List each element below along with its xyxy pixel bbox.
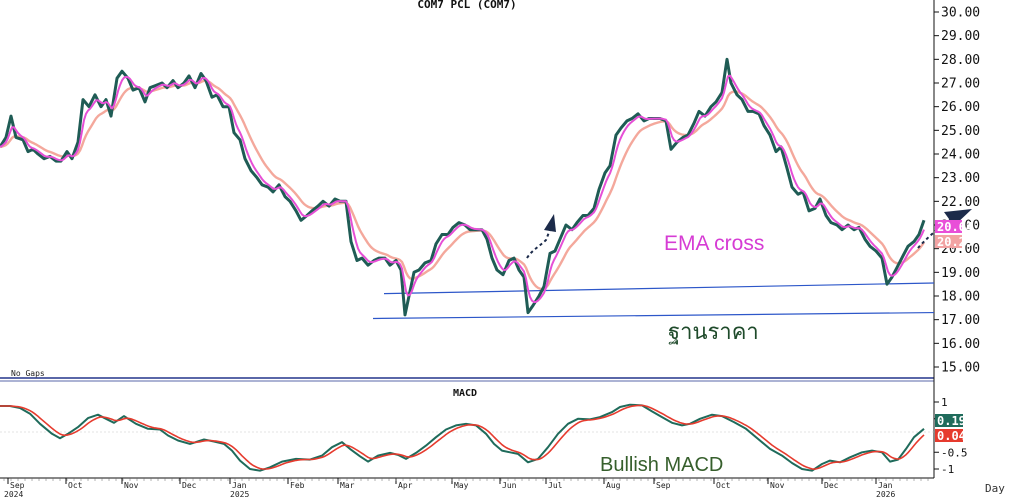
macd-tick-label: -1: [941, 463, 954, 476]
month-label: Jul: [548, 481, 563, 490]
month-label: Dec: [824, 481, 839, 490]
month-label: Mar: [340, 481, 355, 490]
price-tick-label: 24.00: [941, 148, 980, 163]
month-label: Sep: [656, 481, 671, 490]
month-label: Jun: [502, 481, 517, 490]
last-close-value: 20.64: [937, 220, 973, 234]
month-label: Aug: [606, 481, 621, 490]
year-label: 2024: [4, 490, 23, 499]
macd-tick-label: -0.5: [941, 446, 968, 459]
price-tick-label: 27.00: [941, 77, 980, 92]
price-y-axis: 30.00 29.00 28.00 27.00 26.00 25.00 24.00 23.00…: [934, 6, 980, 376]
ema-slow-line: [0, 79, 925, 291]
chart-title: COM7 PCL (COM7): [417, 0, 516, 11]
month-label: Nov: [770, 481, 785, 490]
ema-fast-line: [0, 74, 925, 304]
year-label: 2025: [230, 490, 249, 499]
macd-line: [0, 403, 925, 472]
macd-value: 0.196: [937, 414, 973, 428]
price-line: [0, 57, 926, 317]
bounce-arrow-1: [526, 214, 556, 259]
macd-tick-label: 1: [941, 396, 948, 409]
last-ema-badge: 20.25: [935, 235, 973, 249]
support-lines: [372, 282, 935, 320]
price-tick-label: 18.00: [941, 290, 980, 305]
month-label: May: [454, 481, 469, 490]
month-label: Sep: [10, 481, 25, 490]
price-base-label: ฐานราคา: [668, 319, 759, 345]
signal-value-badge: 0.044: [935, 429, 973, 443]
month-label: Oct: [716, 481, 731, 490]
month-label: Jan: [878, 481, 893, 490]
price-tick-label: 30.00: [941, 6, 980, 21]
price-tick-label: 22.00: [941, 195, 980, 210]
interval-label: Day: [985, 482, 1005, 495]
last-ema-value: 20.25: [937, 235, 973, 249]
month-label: Oct: [68, 481, 83, 490]
no-gaps-label: No Gaps: [11, 369, 45, 378]
price-tick-label: 29.00: [941, 29, 980, 44]
time-axis: Sep Oct Nov Dec Jan Feb Mar Apr May Jun Jul Aug Sep O…: [3, 478, 929, 499]
last-close-badge: 20.64: [935, 220, 973, 234]
price-tick-label: 26.00: [941, 100, 980, 115]
ema-cross-label: EMA cross: [664, 232, 764, 255]
price-tick-label: 17.00: [941, 313, 980, 328]
bullish-macd-label: Bullish MACD: [600, 454, 723, 476]
signal-value: 0.044: [937, 429, 973, 443]
price-tick-label: 28.00: [941, 53, 980, 68]
support-line-2: [372, 311, 935, 320]
price-tick-label: 23.00: [941, 171, 980, 186]
macd-title: MACD: [453, 388, 477, 399]
month-label: Dec: [182, 481, 197, 490]
month-label: Feb: [290, 481, 305, 490]
year-label: 2026: [876, 490, 895, 499]
price-tick-label: 25.00: [941, 124, 980, 139]
price-tick-label: 19.00: [941, 266, 980, 281]
macd-value-badge: 0.196: [935, 414, 973, 428]
price-panel-frame: [0, 0, 935, 479]
month-label: Jan: [232, 481, 247, 490]
month-label: Nov: [124, 481, 139, 490]
signal-line: [0, 404, 925, 470]
month-label: Apr: [398, 481, 413, 490]
support-line-1: [383, 282, 935, 295]
price-tick-label: 16.00: [941, 337, 980, 352]
price-tick-label: 15.00: [941, 361, 980, 376]
